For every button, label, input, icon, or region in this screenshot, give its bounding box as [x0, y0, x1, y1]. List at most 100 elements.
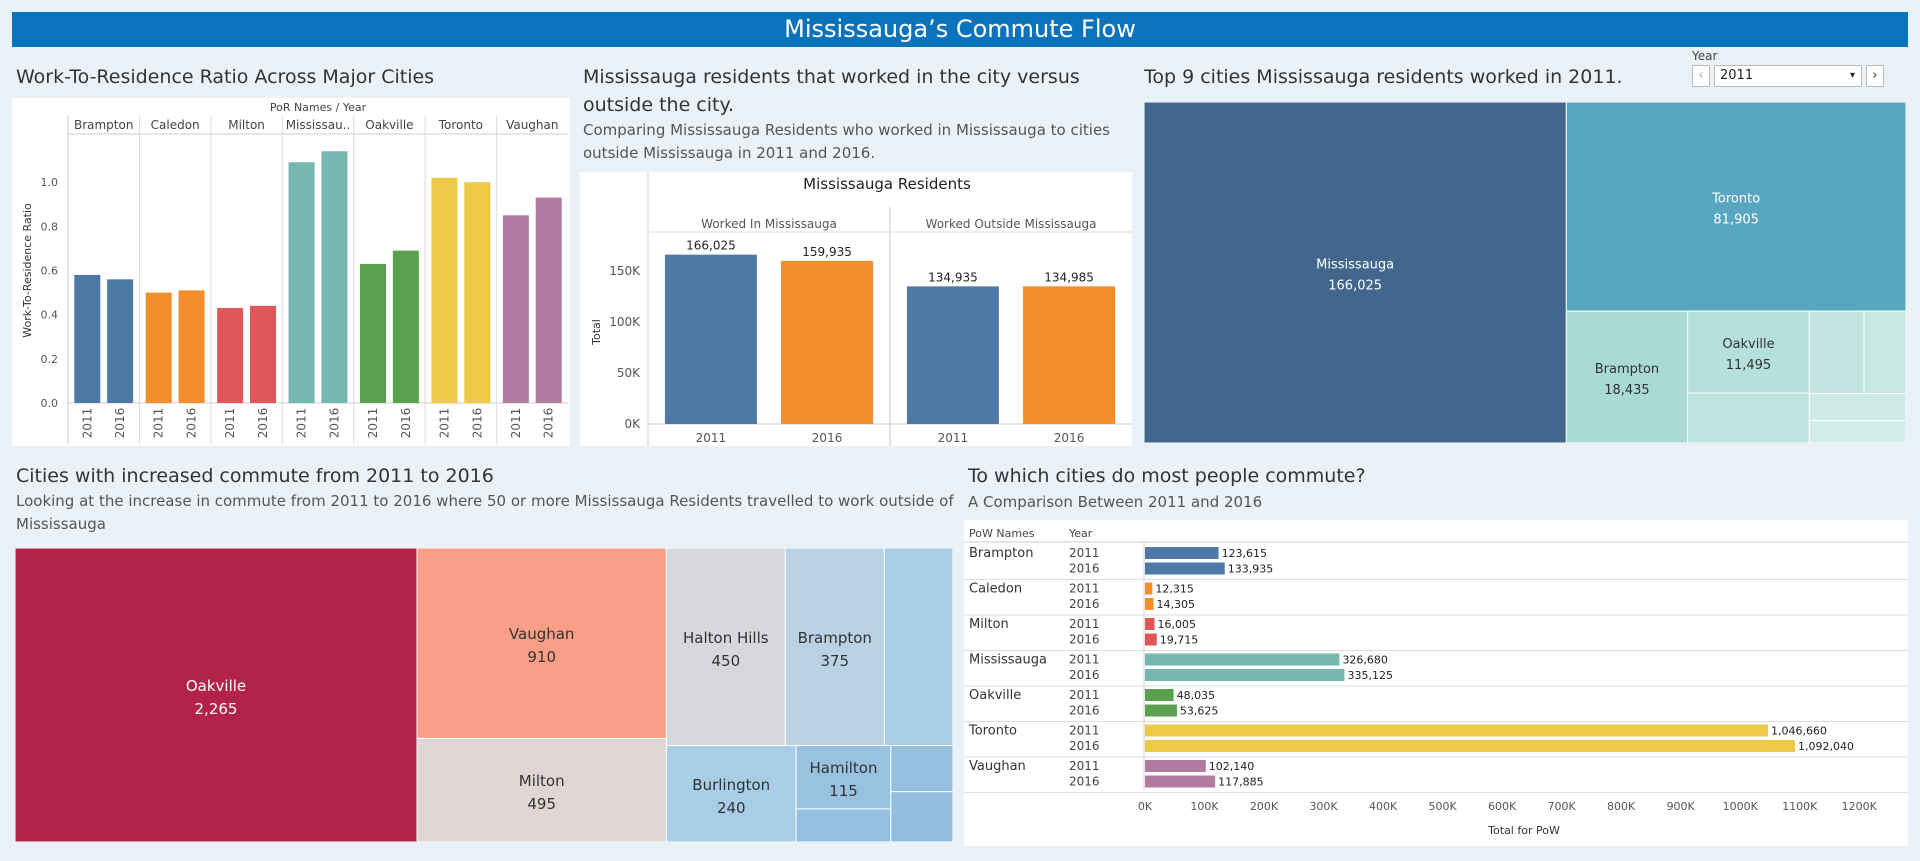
increase-treemap-cell-vaughan[interactable]: [416, 547, 667, 739]
top9-panel-title: Top 9 cities Mississauga residents worke…: [1144, 66, 1623, 88]
pow-bar[interactable]: [1145, 724, 1768, 737]
pow-bar-data-label: 53,625: [1180, 705, 1219, 718]
pow-bar[interactable]: [1145, 704, 1177, 717]
residents-panel-subtitle-line1: Comparing Mississauga Residents who work…: [583, 121, 1110, 139]
top9-treemap-cell[interactable]: [1808, 310, 1865, 395]
residents-bar[interactable]: [781, 260, 874, 424]
ratio-bar-mississauga-2011[interactable]: [288, 162, 315, 403]
pow-xtick-label: 400K: [1369, 800, 1398, 813]
pow-xtick-label: 500K: [1428, 800, 1457, 813]
increase-treemap-value: 240: [717, 799, 746, 817]
ratio-year-label: 2016: [327, 408, 341, 439]
top9-treemap-cell-mississauga[interactable]: [1143, 101, 1567, 444]
ratio-year-label: 2016: [256, 408, 270, 439]
pow-header-year: Year: [1068, 527, 1093, 540]
increase-treemap-cell[interactable]: [883, 547, 954, 747]
residents-chart-title: Mississauga Residents: [803, 175, 971, 193]
residents-year-label: 2016: [1054, 431, 1085, 445]
ratio-bar-toronto-2011[interactable]: [431, 177, 458, 403]
year-prev-button[interactable]: ‹: [1692, 65, 1710, 87]
pow-bar[interactable]: [1145, 598, 1154, 610]
increase-treemap[interactable]: Oakville 2,265 Vaughan 910 Milton 495 Halton H…: [14, 547, 954, 843]
ratio-city-label: Oakville: [365, 118, 413, 132]
pow-bar[interactable]: [1145, 689, 1174, 701]
ratio-bar-caledon-2011[interactable]: [145, 292, 172, 403]
top9-treemap-cell-brampton[interactable]: [1565, 310, 1689, 444]
ratio-header-label: PoR Names / Year: [270, 101, 367, 114]
pow-bar[interactable]: [1145, 547, 1219, 559]
increase-treemap-cell-milton[interactable]: [416, 737, 667, 843]
ratio-bar-brampton-2011[interactable]: [74, 274, 101, 403]
increase-treemap-cell[interactable]: [890, 745, 954, 793]
pow-bar-data-label: 19,715: [1160, 634, 1199, 647]
residents-chart-panel[interactable]: Mississauga Residents 0K 50K 100K 150K Total W…: [580, 172, 1132, 446]
increase-treemap-value: 2,265: [195, 700, 238, 718]
pow-year-label: 2016: [1069, 562, 1100, 576]
pow-xtick-label: 1200K: [1842, 800, 1878, 813]
pow-bar-data-label: 133,935: [1228, 563, 1274, 576]
pow-bar[interactable]: [1145, 618, 1155, 630]
residents-ytick-label: 0K: [624, 417, 641, 431]
increase-treemap-cell-hamilton[interactable]: [795, 745, 892, 810]
residents-bar[interactable]: [664, 254, 757, 424]
ratio-chart-panel[interactable]: PoR Names / Year 0.0 0.2 0.4 0.6 0.8 1.0 Work-T…: [12, 98, 570, 446]
top9-treemap-panel[interactable]: Mississauga 166,025 Toronto 81,905 Brampton 1…: [1143, 101, 1907, 444]
top9-treemap-cell[interactable]: [1808, 393, 1907, 422]
pow-bar[interactable]: [1145, 562, 1225, 575]
pow-chart[interactable]: PoW Names Year Brampton 2011 123,615 2016 133,…: [964, 520, 1908, 846]
ratio-bar-oakville-2011[interactable]: [360, 263, 386, 403]
pow-chart-panel[interactable]: PoW Names Year Brampton 2011 123,615 2016 133,…: [964, 520, 1908, 846]
ratio-bar-brampton-2016[interactable]: [107, 279, 134, 403]
ratio-ytick-label: 0.2: [41, 353, 59, 366]
top9-treemap-cell[interactable]: [1863, 310, 1907, 395]
increase-treemap-cell[interactable]: [795, 808, 892, 843]
residents-bar[interactable]: [906, 286, 999, 424]
top9-treemap[interactable]: Mississauga 166,025 Toronto 81,905 Brampton 1…: [1143, 101, 1907, 444]
pow-bar[interactable]: [1145, 633, 1157, 646]
top9-treemap-cell[interactable]: [1687, 392, 1810, 444]
pow-year-label: 2011: [1069, 759, 1100, 773]
residents-year-label: 2011: [938, 431, 969, 445]
top9-treemap-cell[interactable]: [1808, 420, 1907, 444]
year-select[interactable]: 2011 ▾: [1714, 65, 1862, 87]
increase-treemap-cell[interactable]: [890, 791, 954, 843]
ratio-bar-milton-2016[interactable]: [250, 305, 276, 403]
dashboard-title: Mississauga’s Commute Flow: [12, 12, 1908, 47]
pow-bar[interactable]: [1145, 653, 1340, 666]
pow-bar[interactable]: [1145, 775, 1216, 788]
ratio-bar-oakville-2016[interactable]: [392, 250, 419, 403]
increase-treemap-label: Oakville: [186, 677, 246, 695]
pow-bar-data-label: 326,680: [1342, 654, 1388, 667]
pow-x-axis-label: Total for PoW: [1487, 824, 1560, 837]
ratio-chart[interactable]: PoR Names / Year 0.0 0.2 0.4 0.6 0.8 1.0 Work-T…: [12, 98, 570, 446]
increase-treemap-cell-oakville[interactable]: [14, 547, 418, 843]
ratio-bar-vaughan-2011[interactable]: [502, 215, 529, 403]
pow-bar[interactable]: [1145, 740, 1795, 752]
increase-treemap-label: Milton: [519, 772, 565, 790]
increase-treemap-panel[interactable]: Oakville 2,265 Vaughan 910 Milton 495 Halton H…: [14, 547, 954, 843]
residents-chart[interactable]: Mississauga Residents 0K 50K 100K 150K Total W…: [580, 172, 1132, 446]
top9-treemap-cell-oakville[interactable]: [1687, 310, 1810, 394]
ratio-bar-mississauga-2016[interactable]: [321, 151, 348, 403]
pow-xtick-label: 800K: [1607, 800, 1636, 813]
ratio-year-label: 2016: [542, 408, 556, 439]
residents-bar[interactable]: [1023, 286, 1116, 424]
ratio-bar-toronto-2016[interactable]: [464, 182, 491, 403]
pow-xtick-label: 1000K: [1723, 800, 1759, 813]
increase-treemap-cell-brampton[interactable]: [784, 547, 885, 747]
increase-treemap-value: 495: [527, 795, 556, 813]
top9-treemap-cell-toronto[interactable]: [1565, 101, 1907, 312]
ratio-bar-vaughan-2016[interactable]: [535, 197, 562, 403]
residents-group-label: Worked Outside Mississauga: [926, 217, 1097, 231]
ratio-bar-caledon-2016[interactable]: [178, 290, 205, 403]
ratio-bar-milton-2011[interactable]: [217, 308, 244, 403]
pow-xtick-label: 300K: [1309, 800, 1338, 813]
pow-bar[interactable]: [1145, 669, 1345, 681]
residents-ytick-label: 100K: [609, 315, 641, 329]
ratio-y-axis-label: Work-To-Residence Ratio: [21, 203, 34, 338]
ratio-city-label: Caledon: [151, 118, 200, 132]
year-next-button[interactable]: ›: [1866, 65, 1884, 87]
pow-bar[interactable]: [1145, 760, 1206, 772]
pow-bar[interactable]: [1145, 582, 1153, 595]
pow-bar-data-label: 14,305: [1157, 598, 1196, 611]
